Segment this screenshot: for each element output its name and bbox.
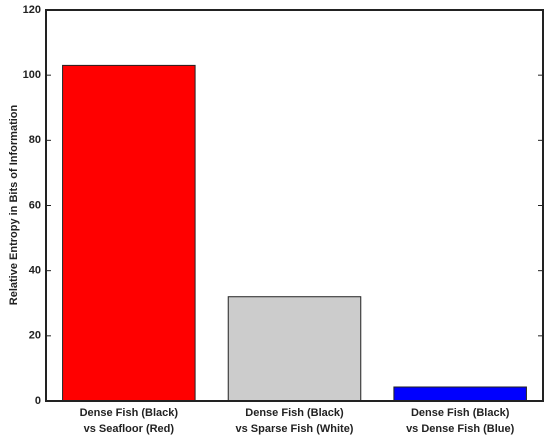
plot-frame xyxy=(45,9,544,402)
bar xyxy=(62,64,196,402)
y-tick-label: 120 xyxy=(23,4,41,16)
y-tick-label: 60 xyxy=(29,199,41,211)
y-tick-label: 20 xyxy=(29,330,41,342)
x-tick-label: Dense Fish (Black) xyxy=(411,407,510,419)
y-axis-label: Relative Entropy in Bits of Information xyxy=(8,104,20,305)
x-tick-label: Dense Fish (Black) xyxy=(245,407,344,419)
x-tick-label: vs Sparse Fish (White) xyxy=(236,423,354,435)
y-tick-label: 40 xyxy=(29,265,41,277)
y-tick-label: 0 xyxy=(35,395,41,407)
x-tick-label: vs Dense Fish (Blue) xyxy=(406,423,515,435)
y-tick-label: 80 xyxy=(29,134,41,146)
x-tick-label: vs Seafloor (Red) xyxy=(84,423,175,435)
bar xyxy=(393,386,527,402)
bar xyxy=(227,296,362,402)
x-tick-label: Dense Fish (Black) xyxy=(80,407,179,419)
y-tick-label: 100 xyxy=(23,69,41,81)
